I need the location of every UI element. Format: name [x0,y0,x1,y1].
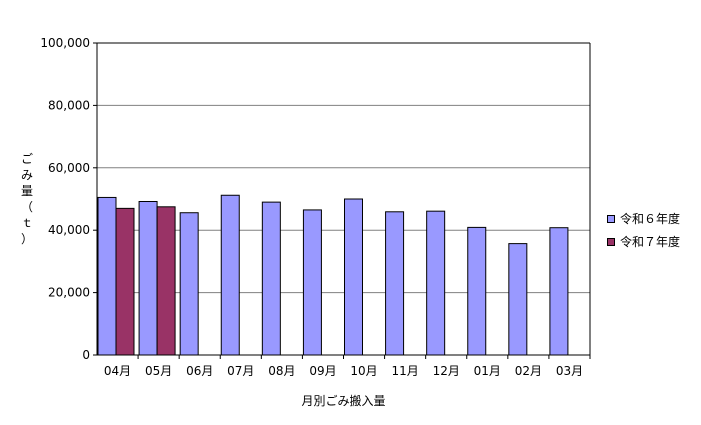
x-tick-label: 05月 [145,364,172,378]
y-tick-label: 40,000 [48,223,90,237]
x-tick-label: 08月 [268,364,295,378]
y-axis-title: ごみ量（ｔ） [21,151,33,246]
bar-series-1 [138,200,158,356]
legend-item-series-2: 令和７年度 [607,230,680,253]
bar-series-1 [261,201,281,356]
x-tick-label: 04月 [104,364,131,378]
bar-series-1 [508,243,528,356]
plot-area [97,43,590,355]
x-tick-label: 11月 [391,364,418,378]
y-tick-label: 80,000 [48,98,90,112]
bar-series-1 [426,210,446,356]
x-tick-label: 03月 [556,364,583,378]
bar-series-1 [344,198,363,356]
x-tick-label: 10月 [350,364,377,378]
legend-swatch-series-1 [607,214,615,223]
legend-label-series-2: 令和７年度 [620,235,681,249]
bar-series-1 [467,226,487,356]
x-tick-label: 06月 [186,364,213,378]
y-tick-label: 60,000 [48,161,90,175]
bar-series-1 [385,211,405,356]
y-tick-label: 20,000 [48,286,90,300]
bar-series-1 [97,196,117,356]
x-tick-label: 07月 [227,364,254,378]
bar-series-1 [220,194,240,356]
bar-series-1 [179,212,199,356]
x-tick-label: 02月 [515,364,542,378]
legend-swatch-series-2 [607,237,615,246]
bar-series-2 [156,206,176,356]
x-tick-label: 12月 [433,364,460,378]
x-axis-title: 月別ごみ搬入量 [301,393,385,408]
bar-series-1 [302,209,322,356]
bar-series-2 [115,207,135,356]
chart-legend: 令和６年度 令和７年度 [607,207,680,253]
bar-series-1 [549,227,569,356]
x-tick-label: 09月 [309,364,336,378]
legend-item-series-1: 令和６年度 [607,207,680,230]
y-tick-label: 0 [82,348,90,362]
y-tick-label: 100,000 [40,36,90,50]
x-tick-label: 01月 [474,364,501,378]
legend-label-series-1: 令和６年度 [620,212,681,226]
